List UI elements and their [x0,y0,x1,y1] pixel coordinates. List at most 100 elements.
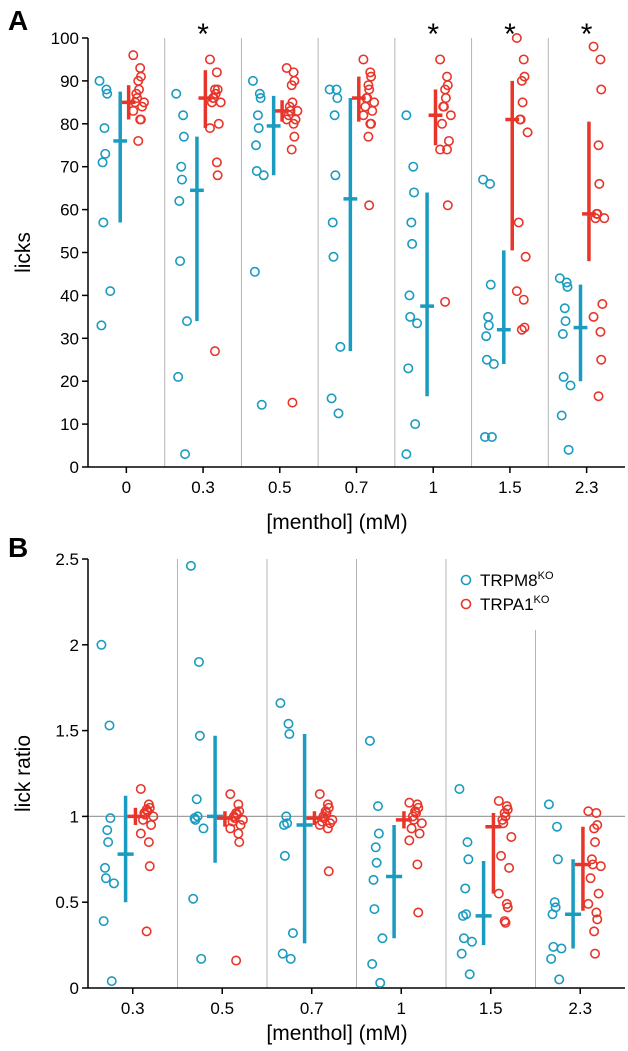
panel-a-y-ticks: 0 10 20 30 40 50 60 70 80 90 100 [51,29,88,477]
trpm8-data-point [368,874,379,885]
trpm8-data-point [371,857,382,868]
trpm8-data-point [481,354,492,365]
trpm8-data-point [367,958,378,969]
trpa1-data-point [366,71,377,82]
trpm8-data-point [277,948,288,959]
trpm8-data-point [481,331,492,342]
trpm8-data-point [556,410,567,421]
trpa1-data-point [406,823,417,834]
trpa1-data-point [588,41,599,52]
trpa1-data-point [135,63,146,74]
trpm8-data-point [283,718,294,729]
trpa1-data-point [137,101,148,112]
trpm8-data-point [464,969,475,980]
trpa1-data-point [288,118,299,129]
trpa1-data-point [592,914,603,925]
trpa1-data-point [506,831,517,842]
trpa1-data-point [211,157,222,168]
trpm8-data-point [181,316,192,327]
trpa1-data-point [135,783,146,794]
trpa1-data-point [237,814,248,825]
trpa1-data-point [363,80,374,91]
trpm8-data-point [557,329,568,340]
trpm8-data-point [375,977,386,988]
trpa1-data-point [416,818,427,829]
x-tick-label: 0.3 [121,999,145,1018]
trpm8-data-point [554,273,565,284]
trpa1-data-point [314,789,325,800]
y-tick-label: 0 [70,979,79,998]
significance-star: * [427,18,439,51]
trpa1-data-point [365,67,376,78]
trpm8-data-point [188,893,199,904]
panel-b-grid [88,559,625,988]
trpm8-data-point [194,730,205,741]
trpm8-data-point [554,974,565,985]
trpm8-data-point [96,320,107,331]
trpm8-data-point [543,799,554,810]
trpa1-data-point [133,135,144,146]
trpa1-data-point [596,354,607,365]
trpa1-data-point [502,902,513,913]
trpm8-data-point [462,837,473,848]
y-tick-label: 2.5 [55,550,79,569]
trpm8-data-point [372,801,383,812]
trpa1-data-point [493,795,504,806]
trpa1-data-point [146,819,157,830]
x-tick-label: 2.3 [568,999,592,1018]
trpm8-data-point [98,916,109,927]
trpm8-data-point [460,883,471,894]
trpm8-data-point [100,862,111,873]
trpm8-data-point [196,953,207,964]
trpm8-data-point [332,93,343,104]
trpm8-data-point [548,941,559,952]
panel-b-x-ticks: 0.3 0.5 0.7 1 1.5 2.3 [121,988,592,1018]
x-tick-label: 0.5 [210,999,234,1018]
trpm8-data-point [552,854,563,865]
trpm8-data-point [275,698,286,709]
trpm8-data-point [98,217,109,228]
panel-b: B lick ratio [menthol] (mM) 0 0.5 1 1.5 2 2.5… [8,532,625,1045]
trpa1-data-point [363,131,374,142]
trpm8-data-point [253,123,264,134]
panel-a-x-ticks: 0 0.3 0.5 0.7 1 1.5 2.3 [122,467,598,497]
trpa1-data-point [583,806,594,817]
trpa1-data-point [443,135,454,146]
y-tick-label: 1 [70,807,79,826]
trpm8-data-point [102,825,113,836]
trpa1-data-point [589,823,600,834]
x-tick-label: 1 [397,999,406,1018]
trpa1-data-point [500,917,511,928]
trpm8-data-point [279,819,290,830]
trpa1-data-point [325,818,336,829]
trpa1-data-point [235,819,246,830]
trpa1-data-point [414,828,425,839]
trpa1-data-point [213,118,224,129]
y-tick-label: 60 [60,201,79,220]
panel-b-axes [87,559,625,989]
panel-a-letter: A [8,5,28,36]
significance-star: * [197,18,209,51]
trpm8-data-point [174,196,185,207]
trpm8-data-point [178,131,189,142]
trpm8-data-point [401,110,412,121]
y-tick-label: 50 [60,244,79,263]
trpm8-data-point [560,316,571,327]
trpa1-data-point [496,850,507,861]
trpm8-data-point [255,93,266,104]
trpm8-data-point [483,320,494,331]
x-tick-label: 1.5 [498,478,522,497]
trpa1-data-point [440,296,451,307]
trpa1-data-point [593,140,604,151]
trpa1-data-point [588,311,599,322]
trpa1-data-point [413,907,424,918]
trpm8-data-point [279,850,290,861]
trpm8-data-point [176,174,187,185]
trpm8-data-point [483,311,494,322]
trpa1-data-point [442,144,453,155]
trpm8-data-point [285,953,296,964]
trpm8-data-point [108,878,119,889]
trpa1-data-point [594,178,605,189]
y-tick-label: 1.5 [55,722,79,741]
